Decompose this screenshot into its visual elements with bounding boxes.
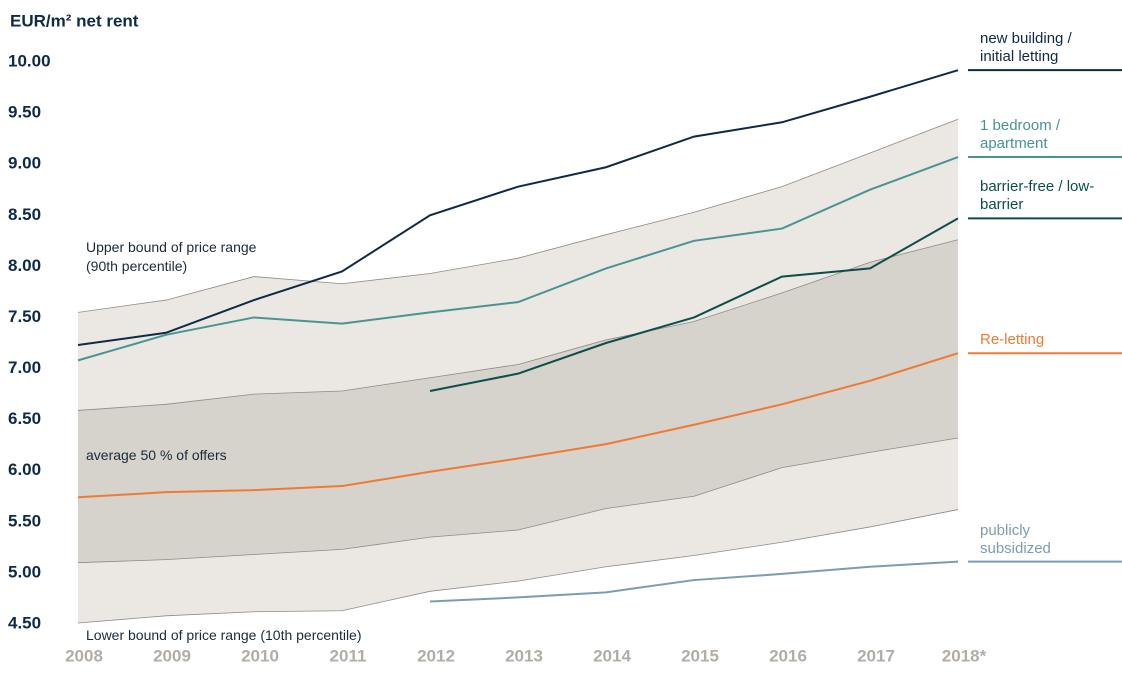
x-tick-label: 2008 [65, 646, 103, 665]
y-tick-label: 6.50 [8, 409, 41, 428]
x-tick-label: 2016 [769, 646, 807, 665]
band-area [78, 239, 958, 563]
y-tick-label: 4.50 [8, 613, 41, 632]
y-tick-label: 6.00 [8, 460, 41, 479]
y-tick-label: 9.00 [8, 154, 41, 173]
x-tick-label: 2009 [153, 646, 191, 665]
legend-label: new building / initial letting [980, 30, 1072, 66]
y-tick-label: 7.50 [8, 307, 41, 326]
x-tick-label: 2015 [681, 646, 719, 665]
x-tick-label: 2012 [417, 646, 455, 665]
legend-label: publicly subsidized [980, 521, 1051, 557]
band-edge [77, 437, 959, 564]
legend-label: Re-letting [980, 331, 1045, 349]
y-tick-label: 8.00 [8, 256, 41, 275]
x-tick-label: 2013 [505, 646, 543, 665]
legend-label: 1 bedroom / apartment [980, 117, 1061, 153]
series-line [429, 217, 959, 393]
x-tick-label: 2014 [593, 646, 631, 665]
y-tick-label: 8.50 [8, 205, 41, 224]
x-tick-label: 2017 [857, 646, 895, 665]
band-edge [77, 509, 959, 624]
x-tick-label: 2018* [942, 646, 987, 665]
annotation: Lower bound of price range (10th percent… [86, 627, 362, 643]
series-line [77, 352, 959, 499]
band-edge [77, 118, 959, 313]
series-line [429, 560, 959, 603]
annotation: Upper bound of price range (90th percent… [86, 239, 257, 274]
y-tick-label: 5.50 [8, 511, 41, 530]
y-tick-label: 7.00 [8, 358, 41, 377]
legend-label: barrier-free / low-barrier [980, 178, 1095, 214]
y-tick-label: 5.00 [8, 562, 41, 581]
y-tick-label: 9.50 [8, 103, 41, 122]
series-line [77, 156, 959, 362]
annotation: average 50 % of offers [86, 447, 227, 463]
x-tick-label: 2011 [330, 646, 367, 665]
y-axis-label: EUR/m² net rent [10, 11, 139, 30]
x-tick-label: 2010 [241, 646, 279, 665]
band-edge [77, 239, 959, 411]
y-tick-label: 10.00 [8, 51, 51, 70]
series-line [77, 69, 959, 347]
